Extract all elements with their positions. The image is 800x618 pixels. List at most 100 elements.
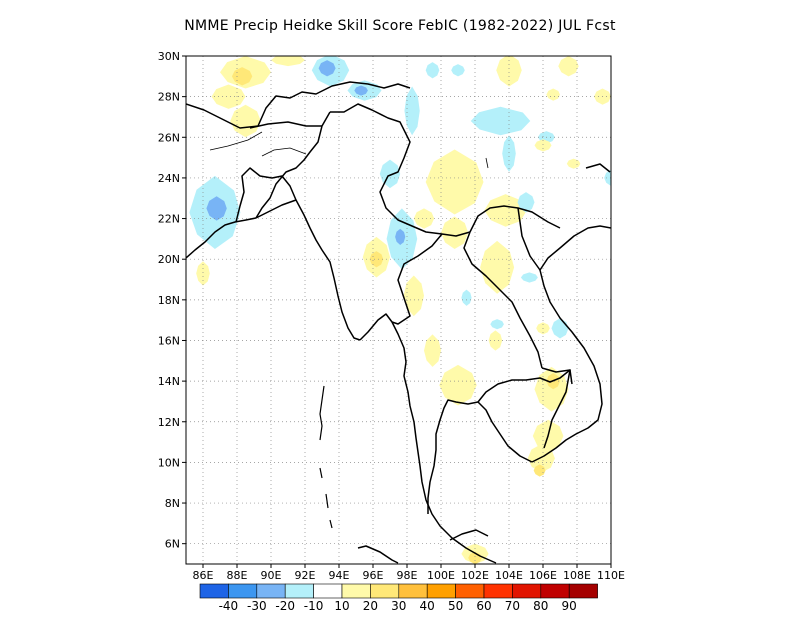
coastline-bengal-india <box>186 217 257 259</box>
skill-patch-48 <box>527 444 555 473</box>
colorbar-label-8: 50 <box>448 599 463 613</box>
skill-patch-6 <box>318 60 336 77</box>
lat-tick-label: 10N <box>158 456 180 469</box>
colorbar-label-5: 20 <box>363 599 378 613</box>
border-thailand-malaysia <box>449 529 489 541</box>
lon-tick-label: 106E <box>529 569 557 582</box>
coastline-gulf-thailand <box>427 399 533 514</box>
colorbar-label-9: 60 <box>476 599 491 613</box>
lat-tick-label: 20N <box>158 253 180 266</box>
border-cambodia-vietnam <box>541 367 571 449</box>
sumatra-tip <box>357 545 399 564</box>
colorbar-swatch-13 <box>568 583 598 599</box>
skill-patch-16 <box>470 106 531 136</box>
lon-tick-label: 108E <box>563 569 591 582</box>
border-laos-thailand <box>463 231 543 369</box>
skill-patch-21 <box>604 169 611 187</box>
colorbar-swatch-4 <box>313 583 343 599</box>
colorbar-swatch-2 <box>256 583 286 599</box>
colorbar-label-3: -10 <box>304 599 324 613</box>
colorbar-label-0: -40 <box>219 599 239 613</box>
skill-patch-44 <box>439 364 477 406</box>
andaman-islands <box>319 385 333 529</box>
colorbar-swatch-8 <box>426 583 456 599</box>
lon-tick-label: 102E <box>461 569 489 582</box>
lat-tick-label: 16N <box>158 334 180 347</box>
colorbar-label-2: -20 <box>275 599 295 613</box>
border-myanmar-thailand <box>391 233 443 325</box>
border-india-myanmar <box>255 111 331 219</box>
lat-tick-label: 14N <box>158 375 180 388</box>
skill-patch-19 <box>534 139 552 152</box>
latitude-axis: 6N 8N 10N 12N 14N 16N 18N 20N 22N 24N 26N 28N 30N <box>158 50 186 551</box>
colorbar-label-11: 80 <box>533 599 548 613</box>
land-outlines <box>186 81 611 564</box>
skill-patch-45 <box>534 366 569 412</box>
coastline-martaban-peninsula <box>359 313 497 564</box>
border-india-bangladesh <box>235 167 297 223</box>
skill-patch-39 <box>461 289 472 306</box>
colorbar-label-1: -30 <box>247 599 267 613</box>
colorbar-swatch-0 <box>199 583 229 599</box>
colorbar-label-7: 40 <box>420 599 435 613</box>
lon-tick-label: 104E <box>495 569 523 582</box>
lat-tick-label: 12N <box>158 416 180 429</box>
longitude-axis: 86E 88E 90E 92E 94E 96E 98E 100E 102E 104E 106E 108… <box>193 564 625 582</box>
skill-patch-3 <box>211 84 246 109</box>
border-myanmar-china <box>330 103 471 237</box>
skill-patch-4 <box>230 104 261 138</box>
lon-tick-label: 110E <box>597 569 625 582</box>
colorbar-swatch-11 <box>512 583 542 599</box>
hainan-island <box>585 163 611 173</box>
skill-patch-30 <box>395 228 406 245</box>
border-thailand-cambodia <box>477 369 573 403</box>
skill-patch-13 <box>558 56 579 77</box>
colorbar-swatch-9 <box>455 583 485 599</box>
skill-patch-37 <box>424 334 441 367</box>
lon-tick-label: 90E <box>261 569 282 582</box>
colorbar-swatch-3 <box>284 583 314 599</box>
skill-patch-10 <box>425 62 440 79</box>
colorbar-swatch-1 <box>228 583 258 599</box>
skill-patch-15 <box>546 88 560 101</box>
skill-patch-33 <box>369 251 384 268</box>
colorbar-label-6: 30 <box>391 599 406 613</box>
lon-tick-label: 96E <box>363 569 384 582</box>
skill-patch-25 <box>379 159 401 189</box>
skill-patch-31 <box>413 208 435 229</box>
border-china-vietnam <box>469 205 561 233</box>
skill-patch-49 <box>533 464 546 477</box>
colorbar-label-10: 70 <box>505 599 520 613</box>
lon-tick-label: 98E <box>397 569 418 582</box>
border-himalaya <box>186 81 411 129</box>
lon-tick-label: 86E <box>193 569 214 582</box>
skill-patch-22 <box>425 149 484 215</box>
plot-frame <box>185 55 612 565</box>
lat-tick-label: 6N <box>165 538 180 551</box>
skill-patch-36 <box>403 275 424 317</box>
skill-patch-24 <box>517 192 535 213</box>
skill-patch-35 <box>480 240 515 294</box>
rivers <box>209 131 489 169</box>
colorbar-label-12: 90 <box>562 599 577 613</box>
lat-lon-grid <box>186 56 611 564</box>
skill-patch-12 <box>496 56 522 87</box>
skill-patch-2 <box>271 56 305 67</box>
skill-patch-27 <box>206 196 227 221</box>
lat-tick-label: 18N <box>158 294 180 307</box>
border-bhutan-india <box>249 121 322 129</box>
skill-patch-43 <box>551 318 569 339</box>
skill-patch-38 <box>520 272 538 283</box>
lat-tick-label: 22N <box>158 213 180 226</box>
coastline-myanmar-west <box>255 199 361 341</box>
skill-patch-20 <box>566 158 581 169</box>
colorbar-swatch-10 <box>483 583 513 599</box>
lat-tick-label: 30N <box>158 50 180 63</box>
skill-patch-40 <box>490 319 504 330</box>
map-title: NMME Precip Heidke Skill Score FebIC (19… <box>184 18 616 34</box>
skill-patch-11 <box>451 64 465 77</box>
colorbar-swatch-6 <box>370 583 400 599</box>
colorbar-labels: -40 -30 -20 -10 10 20 30 40 50 60 70 80 90 <box>219 599 577 613</box>
skill-patch-41 <box>488 330 503 351</box>
